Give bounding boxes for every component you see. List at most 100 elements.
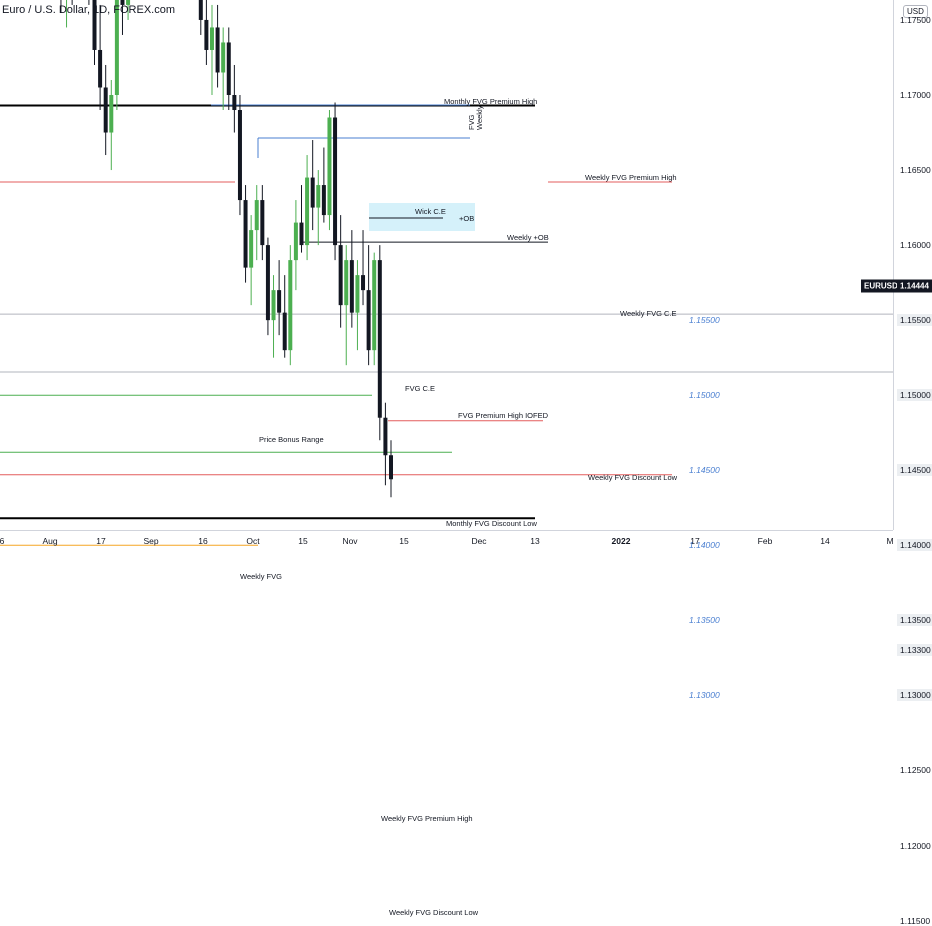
candle: [333, 102, 338, 261]
candle: [254, 185, 259, 261]
monthly-fvg-premium-high-label: Monthly FVG Premium High: [444, 96, 538, 106]
candle: [109, 79, 114, 171]
time-tick-label: 15: [399, 536, 409, 546]
current-price-tag: 1.14444: [897, 279, 932, 293]
candle: [310, 140, 315, 231]
price-tick-label: 1.14500: [897, 464, 932, 477]
candle: [377, 245, 382, 441]
time-tick-label: 15: [298, 536, 308, 546]
weekly-fvg-premium-high-lower-label: Weekly FVG Premium High: [381, 814, 473, 824]
price-tick-label: 1.13300: [897, 644, 932, 657]
chart-title: Euro / U.S. Dollar, 1D, FOREX.com: [2, 4, 175, 16]
candle: [114, 0, 119, 111]
weekly-ob-label: Weekly +OB: [507, 233, 549, 243]
price-tick-label: 1.12500: [900, 765, 931, 776]
candle: [226, 27, 231, 111]
candle: [126, 0, 131, 20]
candle: [265, 237, 270, 336]
candle: [92, 0, 97, 65]
candle: [120, 0, 125, 35]
price-tick-label: 1.15000: [897, 389, 932, 402]
candle: [66, 0, 68, 28]
price-tick-label: 1.15500: [897, 314, 932, 327]
candle: [271, 275, 276, 358]
candle: [383, 402, 388, 486]
candle: [277, 260, 282, 336]
candle: [327, 110, 332, 231]
time-tick-label: 6: [0, 536, 5, 546]
time-tick-label: 17: [96, 536, 106, 546]
plot-price-label: 1.15000: [689, 390, 720, 401]
candle: [305, 155, 310, 261]
candle: [372, 252, 377, 366]
candle: [282, 275, 287, 358]
candle: [349, 230, 354, 328]
time-tick-label: 13: [530, 536, 540, 546]
candle: [361, 230, 366, 306]
candle: [338, 215, 343, 328]
price-tick-label: 1.11500: [900, 915, 931, 926]
price-tick-label: 1.13500: [897, 614, 932, 627]
fvg-weekly-label: FVG Weekly: [467, 105, 484, 130]
time-axis-border: [0, 530, 893, 531]
plot-price-label: 1.15500: [689, 315, 720, 326]
fvg-ce-label: FVG C.E: [405, 384, 436, 394]
horizontal-levels: [0, 104, 893, 546]
time-tick-label: 2022: [611, 536, 631, 546]
candle: [221, 27, 226, 111]
candle: [243, 185, 248, 283]
candle: [249, 215, 254, 306]
candle: [198, 0, 203, 35]
candle: [98, 4, 103, 111]
candle: [209, 4, 214, 95]
wick-ce-label: Wick C.E: [415, 207, 446, 216]
candle: [204, 0, 209, 65]
time-tick-label: Sep: [143, 536, 159, 546]
candle: [366, 245, 371, 366]
candle: [103, 64, 108, 156]
fvg-premium-high-iofed-label: FVG Premium High IOFED: [458, 410, 549, 420]
plot-price-label: 1.13000: [689, 690, 720, 701]
plus-ob-label: +OB: [459, 214, 475, 223]
candle: [321, 147, 326, 223]
candle: [355, 260, 360, 351]
price-tick-label: 1.16500: [900, 165, 931, 176]
candle: [389, 440, 393, 498]
price-tick-label: 1.16000: [900, 240, 931, 251]
time-tick-label: 14: [820, 536, 830, 546]
currency-badge[interactable]: USD: [903, 5, 928, 18]
time-tick-label: Aug: [42, 536, 58, 546]
candle: [344, 245, 349, 366]
price-bonus-range-label: Price Bonus Range: [259, 434, 324, 444]
plot-price-label: 1.14500: [689, 465, 720, 476]
time-tick-label: 16: [198, 536, 208, 546]
price-axis-border: [893, 0, 894, 530]
time-tick-label: Dec: [471, 536, 487, 546]
weekly-fvg-premium-high-upper-label: Weekly FVG Premium High: [585, 173, 677, 183]
plot-price-label: 1.13500: [689, 615, 720, 626]
candle: [299, 185, 304, 253]
candle: [293, 200, 298, 291]
candles: [60, 0, 393, 498]
time-tick-label: M: [886, 536, 894, 546]
candle: [237, 95, 242, 216]
weekly-fvg-label: Weekly FVG: [240, 571, 282, 581]
weekly-fvg-discount-low-lower-label: Weekly FVG Discount Low: [389, 908, 479, 918]
candle: [232, 64, 237, 133]
symbol-tag: EURUSD: [861, 279, 901, 293]
time-tick-label: Nov: [342, 536, 358, 546]
price-tick-label: 1.12000: [900, 840, 931, 851]
candle: [215, 4, 220, 88]
candle: [316, 170, 321, 246]
weekly-fvg-discount-low-upper-label: Weekly FVG Discount Low: [588, 472, 678, 482]
price-tick-label: 1.17000: [900, 90, 931, 100]
time-tick-label: Oct: [246, 536, 260, 546]
time-tick-label: 17: [690, 536, 700, 546]
candle: [260, 185, 265, 261]
candle: [288, 245, 293, 366]
price-chart[interactable]: [0, 0, 932, 550]
time-tick-label: Feb: [757, 536, 773, 546]
monthly-fvg-discount-low-label: Monthly FVG Discount Low: [446, 519, 537, 529]
plus-ob-zone: [369, 203, 475, 231]
price-tick-label: 1.13000: [897, 689, 932, 702]
